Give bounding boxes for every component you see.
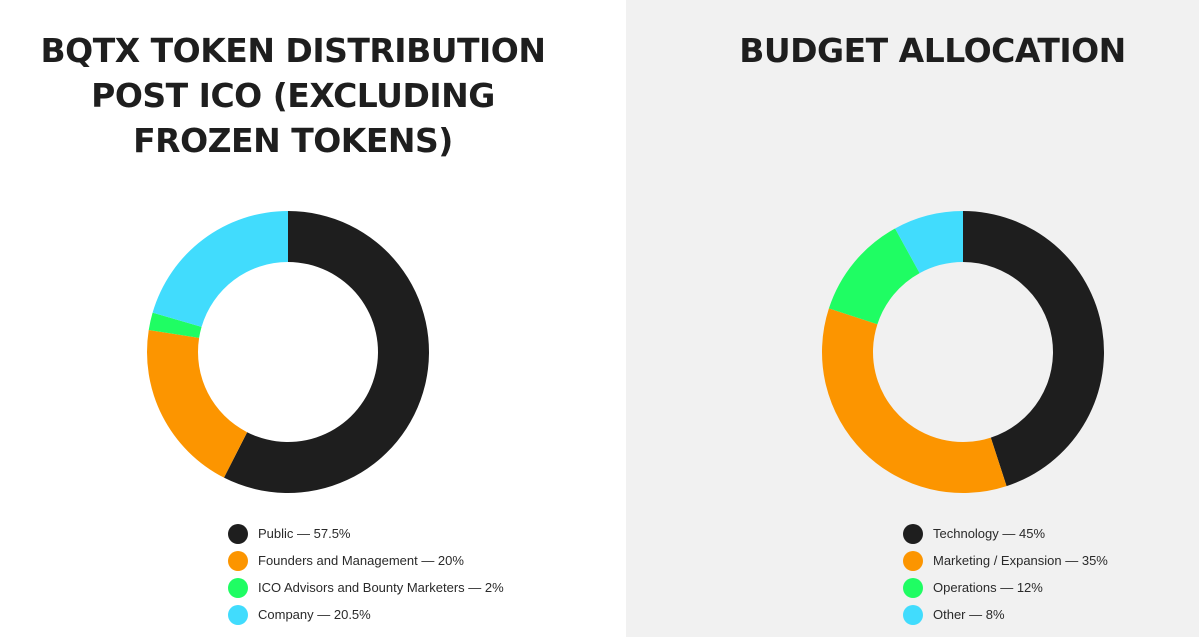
legend-label: Technology — 45% [933,526,1046,541]
donut-slice-technology [963,211,1104,487]
legend-swatch [903,523,923,544]
chart-legend: Public — 57.5% Founders and Management —… [228,520,504,628]
legend-swatch [228,550,248,571]
legend-label: Public — 57.5% [258,526,351,541]
legend-item: ICO Advisors and Bounty Marketers — 2% [228,574,504,601]
chart-title: BQTX TOKEN DISTRIBUTION POST ICO (EXCLUD… [40,31,546,160]
legend-swatch [228,604,248,625]
legend-swatch [228,577,248,598]
donut-slice-marketing-expansion [822,308,1007,493]
legend-item: Operations — 12% [903,574,1108,601]
donut-slice-operations [828,228,920,325]
legend-swatch [903,604,923,625]
donut-slice-founders-and-management [146,329,248,478]
token-distribution-panel: BQTX TOKEN DISTRIBUTION POST ICO (EXCLUD… [40,31,546,628]
legend-label: Operations — 12% [933,580,1043,595]
legend-label: Marketing / Expansion — 35% [933,553,1108,568]
legend-swatch [903,550,923,571]
chart-legend: Technology — 45% Marketing / Expansion —… [903,520,1108,628]
legend-label: Company — 20.5% [258,607,371,622]
legend-item: Marketing / Expansion — 35% [903,547,1108,574]
legend-item: Other — 8% [903,601,1108,628]
legend-swatch [903,577,923,598]
donut-chart [822,211,1104,493]
legend-item: Company — 20.5% [228,601,504,628]
legend-label: ICO Advisors and Bounty Marketers — 2% [258,580,504,595]
chart-title: BUDGET ALLOCATION [739,31,1126,70]
legend-swatch [228,523,248,544]
donut-slice-other [895,211,963,274]
donut-chart [146,211,429,493]
donut-slice-ico-advisors-and-bounty-marketers [148,312,202,338]
donut-slice-company [152,211,288,327]
legend-label: Other — 8% [933,607,1005,622]
legend-label: Founders and Management — 20% [258,553,464,568]
legend-item: Founders and Management — 20% [228,547,504,574]
budget-allocation-panel: BUDGET ALLOCATION Technology — 45% Marke… [626,0,1199,637]
donut-slice-public [223,211,429,493]
legend-item: Public — 57.5% [228,520,504,547]
legend-item: Technology — 45% [903,520,1108,547]
